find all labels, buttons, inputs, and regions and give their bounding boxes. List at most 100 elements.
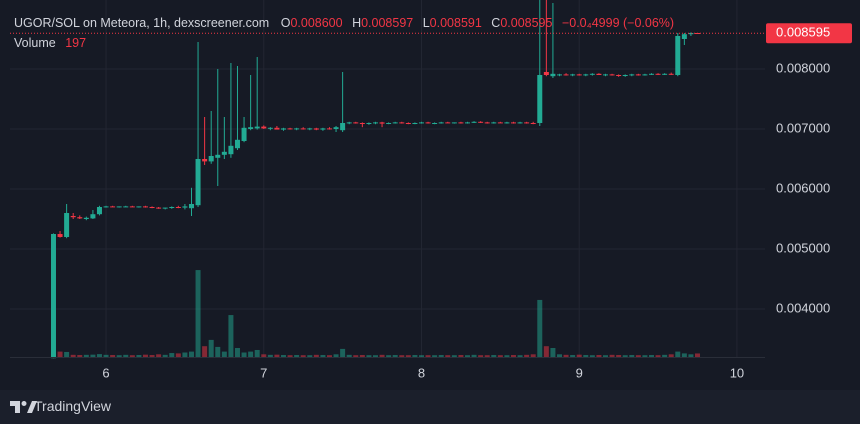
volume-bar — [83, 354, 89, 357]
candle-body — [287, 128, 293, 130]
volume-label: Volume — [14, 36, 56, 50]
candle-body — [320, 128, 326, 130]
candle-body — [451, 122, 457, 124]
volume-bar — [287, 355, 293, 357]
ohlc-label: L — [423, 16, 430, 30]
candle-body — [589, 73, 595, 75]
volume-bar — [261, 354, 267, 357]
volume-bar — [353, 355, 359, 357]
candle-body — [313, 128, 319, 130]
candle-body — [497, 122, 503, 124]
volume-bar — [438, 355, 444, 357]
volume-bar — [307, 355, 313, 357]
ohlc-value: 0.008597 — [361, 16, 413, 30]
volume-bar — [116, 355, 122, 357]
volume-bar — [77, 355, 83, 357]
y-tick-label: 0.007000 — [776, 120, 830, 135]
candle-body — [484, 122, 490, 124]
volume-bar — [425, 355, 431, 357]
candle-body — [228, 145, 234, 155]
candle-body — [353, 122, 359, 124]
volume-bar — [386, 355, 392, 357]
volume-bar — [366, 355, 372, 357]
grid — [10, 0, 765, 357]
candle-body — [648, 73, 654, 75]
candle-body — [248, 127, 254, 129]
candle-body — [195, 159, 201, 206]
volume-bar — [478, 355, 484, 357]
volume-bar — [346, 354, 352, 357]
axis-layer: 0.008000 0.007000 0.006000 0.005000 0.004000… — [10, 23, 852, 380]
volume-bar — [90, 354, 96, 357]
header: UGOR/SOL on Meteora, 1h, dexscreener.com… — [14, 16, 674, 30]
candle-body — [83, 217, 89, 219]
candle-body — [662, 73, 668, 75]
candle-body — [175, 207, 181, 208]
volume-bar — [228, 315, 234, 357]
candle-body — [530, 123, 536, 124]
candle-body — [405, 123, 411, 124]
candle-body — [208, 156, 214, 162]
symbol-title: UGOR/SOL on Meteora, 1h, dexscreener.com — [14, 16, 269, 30]
volume-bar — [484, 355, 490, 357]
candle-body — [77, 217, 83, 219]
footer-bar — [0, 390, 860, 424]
candle-body — [629, 74, 635, 76]
candle-body — [182, 206, 188, 208]
candle-body — [681, 34, 687, 39]
volume-bar — [596, 355, 602, 357]
candle-body — [576, 74, 582, 76]
candle-body — [326, 128, 332, 130]
candle-body — [261, 126, 267, 129]
candle-body — [616, 75, 622, 76]
volume-bar — [142, 354, 148, 357]
candle-body — [307, 128, 313, 130]
volume-bar — [241, 352, 247, 357]
volume-bar — [294, 355, 300, 357]
volume-bar — [648, 355, 654, 357]
volume-bar — [359, 355, 365, 357]
candle-body — [471, 121, 477, 123]
candle-body — [570, 74, 576, 76]
volume-bar — [202, 346, 208, 357]
candle-body — [169, 207, 175, 208]
volume-bar — [642, 355, 648, 357]
candle-body — [524, 122, 530, 124]
candle-body — [583, 74, 589, 76]
volume-bar — [524, 354, 530, 357]
candle-body — [241, 127, 247, 141]
volume-bar — [530, 354, 536, 357]
volume-bar — [280, 355, 286, 357]
volume-bar — [563, 354, 569, 357]
volume-bar — [267, 354, 273, 357]
candle-body — [136, 206, 142, 208]
candle-body — [550, 73, 556, 77]
candle-body — [563, 74, 569, 76]
brand-name: TradingView — [34, 398, 112, 414]
volume-bar — [550, 348, 556, 357]
volume-bar — [497, 355, 503, 357]
volume-bar — [589, 355, 595, 357]
candle-body — [412, 123, 418, 124]
volume-bar — [129, 355, 135, 357]
ohlc-label: C — [491, 16, 500, 30]
candle-body — [504, 122, 510, 124]
volume-bar — [635, 355, 641, 357]
x-tick-label: 10 — [730, 365, 744, 380]
candle-body — [392, 122, 398, 124]
volume-bar — [313, 354, 319, 357]
last-price-label: 0.008595 — [776, 25, 830, 40]
candle-body — [510, 122, 516, 124]
candle-body — [418, 122, 424, 124]
volume-bar — [57, 351, 63, 357]
volume-bar — [169, 353, 175, 357]
volume-bar — [300, 355, 306, 357]
volume-bar — [234, 348, 240, 357]
candle-body — [340, 123, 346, 131]
volume-layer — [50, 270, 700, 357]
volume-bar — [96, 354, 102, 357]
candle-body — [655, 73, 661, 75]
candle-body — [333, 127, 339, 129]
volume-bar — [504, 355, 510, 357]
volume-bar — [156, 354, 162, 357]
